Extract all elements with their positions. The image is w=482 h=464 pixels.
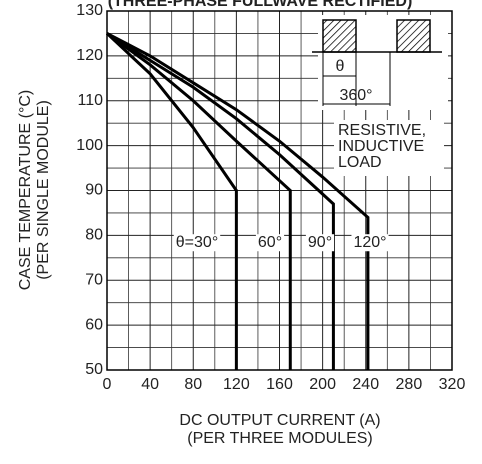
x-tick-label: 240 — [352, 376, 379, 393]
x-tick-label: 200 — [309, 376, 336, 393]
annotation: RESISTIVE, — [338, 122, 426, 139]
x-tick-label: 80 — [184, 376, 202, 393]
series-label: 60° — [258, 234, 282, 251]
plot-frame — [106, 10, 453, 371]
y-axis-label: CASE TEMPERATURE (°C) — [17, 90, 34, 291]
y-tick-label: 120 — [76, 47, 103, 64]
series-label: θ=30° — [176, 234, 218, 251]
y-tick-label: 110 — [77, 92, 103, 109]
y-tick-label: 80 — [85, 227, 103, 244]
y-tick-label: 60 — [85, 316, 103, 333]
y-tick-label: 100 — [76, 137, 103, 154]
y-axis-label: (PER SINGLE MODULE) — [35, 100, 52, 280]
x-axis-label: (PER THREE MODULES) — [187, 430, 373, 447]
y-tick-label: 90 — [85, 182, 103, 199]
series-line — [106, 32, 292, 370]
y-tick-label: 130 — [76, 2, 103, 19]
label-bg — [305, 234, 335, 252]
series-label: 120° — [353, 234, 386, 251]
series-line — [106, 32, 370, 370]
x-tick-label: 40 — [141, 376, 159, 393]
x-tick-label: 0 — [103, 376, 112, 393]
annotation: INDUCTIVE — [338, 138, 424, 155]
series-label: 90° — [308, 234, 332, 251]
annotation: LOAD — [338, 154, 382, 171]
series-line — [106, 32, 335, 370]
annotation: θ — [336, 58, 345, 75]
label-bg — [173, 234, 221, 252]
annotation: 360° — [339, 87, 372, 104]
x-tick-label: 160 — [266, 376, 293, 393]
y-tick-label: 50 — [85, 361, 103, 378]
pulse — [322, 19, 357, 53]
x-tick-label: 320 — [439, 376, 466, 393]
x-tick-label: 120 — [223, 376, 250, 393]
y-tick-label: 70 — [85, 271, 103, 288]
series-line — [105, 32, 238, 370]
label-bg — [334, 120, 444, 176]
x-tick-label: 280 — [396, 376, 423, 393]
label-bg — [351, 234, 389, 252]
label-bg — [255, 234, 285, 252]
chart-title: (THREE-PHASE FULLWAVE RECTIFIED) — [108, 0, 413, 10]
x-axis-label: DC OUTPUT CURRENT (A) — [179, 412, 380, 429]
pulse — [396, 19, 431, 53]
